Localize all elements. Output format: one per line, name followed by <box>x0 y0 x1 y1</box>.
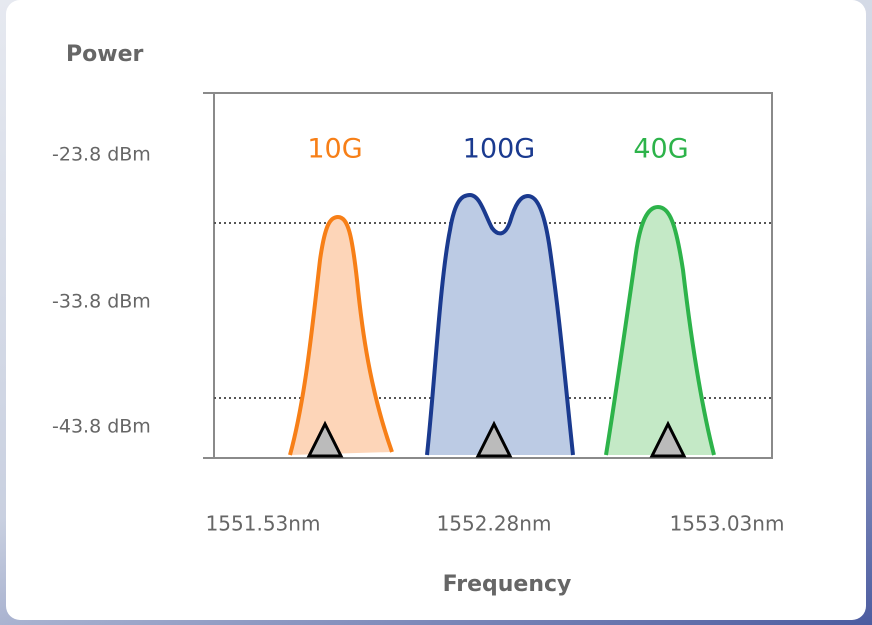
channel-label: 10G <box>307 134 362 165</box>
x-axis-title: Frequency <box>443 572 572 597</box>
x-tick-label: 1551.53nm <box>206 512 321 536</box>
plot-box <box>213 92 773 459</box>
y-tick-label: -43.8 dBm <box>52 416 151 438</box>
channel-label: 100G <box>463 134 535 165</box>
x-tick-label: 1553.03nm <box>670 512 785 536</box>
channel-label: 40G <box>633 134 688 165</box>
spectrum-40g <box>604 204 716 456</box>
spectrum-10g <box>288 214 394 456</box>
center-marker <box>649 420 687 458</box>
y-tick-label: -23.8 dBm <box>52 144 151 166</box>
center-marker <box>306 420 344 458</box>
panel <box>6 0 866 620</box>
center-marker <box>475 420 513 458</box>
y-axis-title: Power <box>66 42 143 67</box>
y-tick-label: -33.8 dBm <box>52 291 151 313</box>
x-tick-label: 1552.28nm <box>437 512 552 536</box>
spectrum-100g <box>425 192 575 456</box>
